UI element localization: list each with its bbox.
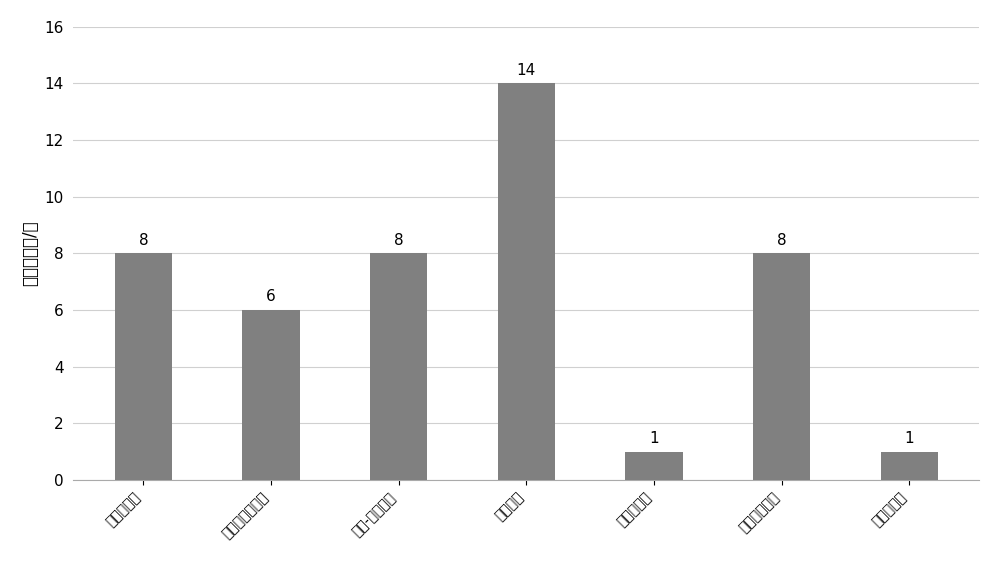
Bar: [115, 253, 172, 480]
Bar: [498, 84, 555, 480]
Text: 8: 8: [777, 233, 786, 248]
Bar: [242, 310, 300, 480]
Text: 6: 6: [266, 289, 276, 305]
Bar: [753, 253, 810, 480]
Text: 14: 14: [517, 63, 536, 78]
Y-axis label: 显色丰富度/种: 显色丰富度/种: [21, 221, 39, 286]
Text: 8: 8: [139, 233, 148, 248]
Text: 1: 1: [649, 431, 659, 446]
Text: 8: 8: [394, 233, 403, 248]
Bar: [370, 253, 427, 480]
Bar: [625, 452, 683, 480]
Text: 1: 1: [904, 431, 914, 446]
Bar: [881, 452, 938, 480]
